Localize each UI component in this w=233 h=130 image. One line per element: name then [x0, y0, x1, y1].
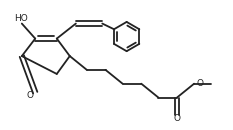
Text: O: O: [27, 91, 34, 100]
Text: O: O: [197, 79, 204, 88]
Text: O: O: [174, 114, 181, 123]
Text: HO: HO: [14, 14, 28, 23]
